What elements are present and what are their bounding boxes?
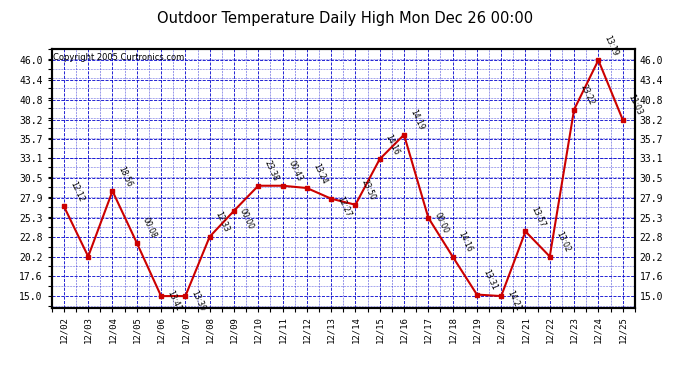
Text: Outdoor Temperature Daily High Mon Dec 26 00:00: Outdoor Temperature Daily High Mon Dec 2… (157, 11, 533, 26)
Text: 13:57: 13:57 (530, 205, 547, 229)
Text: Copyright 2005 Curtronics.com: Copyright 2005 Curtronics.com (53, 53, 184, 62)
Text: 12:12: 12:12 (68, 180, 86, 204)
Text: 00:08: 00:08 (141, 216, 158, 240)
Text: 14:21: 14:21 (505, 290, 522, 313)
Text: 13:39: 13:39 (190, 289, 207, 313)
Text: 23:22: 23:22 (578, 84, 595, 107)
Text: 11:03: 11:03 (627, 93, 644, 117)
Text: 13:24: 13:24 (311, 162, 328, 185)
Text: 13:31: 13:31 (481, 268, 498, 292)
Text: 18:56: 18:56 (117, 165, 134, 188)
Text: 13:02: 13:02 (554, 230, 571, 254)
Text: 14:16: 14:16 (384, 133, 401, 156)
Text: 14:19: 14:19 (408, 108, 426, 132)
Text: 13:41: 13:41 (165, 289, 183, 313)
Text: 00:43: 00:43 (287, 159, 304, 183)
Text: 00:00: 00:00 (238, 207, 255, 230)
Text: 23:38: 23:38 (262, 159, 279, 183)
Text: 12:27: 12:27 (335, 195, 353, 218)
Text: 14:16: 14:16 (457, 230, 474, 254)
Text: 00:00: 00:00 (433, 211, 450, 234)
Text: 13:19: 13:19 (602, 34, 620, 57)
Text: 12:33: 12:33 (214, 210, 231, 234)
Text: 23:50: 23:50 (359, 178, 377, 202)
